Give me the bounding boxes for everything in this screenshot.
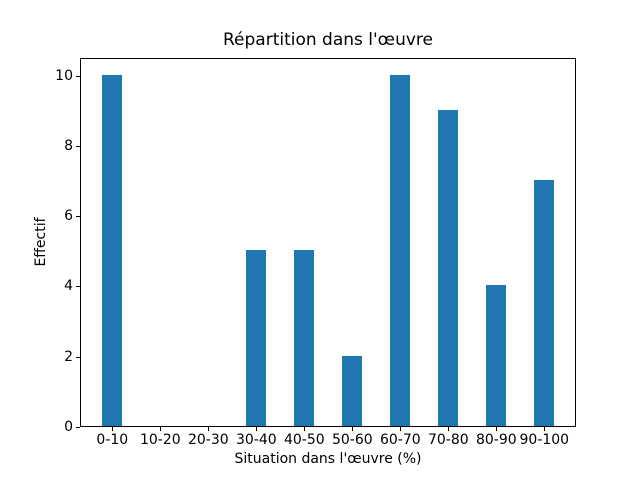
bar-30-40 [246, 250, 267, 426]
x-tick-label: 70-80 [427, 432, 469, 448]
x-tick-mark [352, 427, 354, 431]
x-tick-label: 10-20 [139, 432, 181, 448]
x-tick-mark [208, 427, 210, 431]
y-tick-label: 0 [64, 419, 73, 435]
y-tick-mark [76, 145, 80, 147]
bar-80-90 [486, 285, 507, 426]
x-tick-label: 30-40 [235, 432, 277, 448]
x-tick-mark [256, 427, 258, 431]
x-tick-label: 40-50 [283, 432, 325, 448]
y-tick-mark [76, 216, 80, 218]
bar-70-80 [438, 109, 459, 426]
x-tick-label: 50-60 [331, 432, 373, 448]
x-tick-label: 90-100 [519, 432, 570, 448]
y-tick-label: 8 [64, 137, 73, 154]
chart-title: Répartition dans l'œuvre [222, 30, 433, 50]
bar-50-60 [342, 355, 363, 426]
y-tick-label: 2 [64, 348, 73, 365]
x-tick-label: 80-90 [475, 432, 517, 448]
plot-area [80, 58, 576, 427]
x-tick-mark [160, 427, 162, 431]
y-tick-label: 4 [64, 278, 73, 295]
x-tick-label: 0-10 [96, 432, 129, 448]
x-tick-mark [448, 427, 450, 431]
x-tick-mark [400, 427, 402, 431]
y-tick-mark [76, 356, 80, 358]
bar-60-70 [390, 74, 411, 426]
y-tick-mark [76, 427, 80, 428]
bar-40-50 [294, 250, 315, 426]
x-tick-mark [112, 427, 114, 431]
y-tick-mark [76, 75, 80, 77]
x-tick-mark [544, 427, 546, 431]
x-tick-label: 20-30 [187, 432, 229, 448]
bar-0-10 [102, 74, 123, 426]
x-tick-label: 60-70 [379, 432, 421, 448]
x-tick-mark [304, 427, 306, 431]
y-tick-label: 6 [64, 208, 73, 225]
bar-90-100 [534, 180, 555, 426]
y-tick-label: 10 [55, 67, 73, 84]
y-tick-mark [76, 286, 80, 288]
x-tick-mark [496, 427, 498, 431]
x-axis-label: Situation dans l'œuvre (%) [234, 451, 422, 467]
